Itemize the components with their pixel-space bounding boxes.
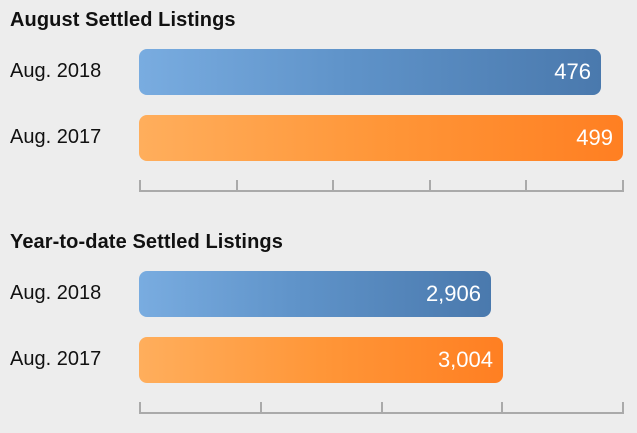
x-axis-tick: [139, 180, 141, 192]
bar-value-august-2018: 476: [554, 59, 591, 84]
bar-value-ytd-2017: 3,004: [437, 347, 493, 372]
x-axis-tick: [622, 180, 624, 192]
x-axis-tick: [501, 402, 503, 414]
bar-value-august-2017: 499: [576, 125, 613, 150]
bar-august-2017: 499: [139, 115, 623, 161]
x-axis-tick: [236, 180, 238, 192]
bar-value-ytd-2018: 2,906: [425, 281, 481, 306]
panel-title-ytd: Year-to-date Settled Listings: [10, 231, 283, 253]
x-axis-august: [139, 180, 624, 192]
category-label-2018-august: Aug. 2018: [10, 60, 102, 82]
x-axis-ytd: [139, 402, 624, 414]
bar-ytd-2017: 3,004: [139, 337, 503, 383]
x-axis-tick: [381, 402, 383, 414]
category-label-2017-ytd: Aug. 2017: [10, 348, 102, 370]
bar-august-2018: 476: [139, 49, 601, 95]
category-label-2018-ytd: Aug. 2018: [10, 282, 102, 304]
x-axis-line-august: [139, 190, 624, 192]
x-axis-tick: [622, 402, 624, 414]
x-axis-tick: [332, 180, 334, 192]
bar-ytd-2018: 2,906: [139, 271, 491, 317]
panel-title-august: August Settled Listings: [10, 9, 236, 31]
x-axis-tick: [139, 402, 141, 414]
x-axis-tick: [525, 180, 527, 192]
x-axis-tick: [260, 402, 262, 414]
category-label-2017-august: Aug. 2017: [10, 126, 102, 148]
x-axis-tick: [429, 180, 431, 192]
